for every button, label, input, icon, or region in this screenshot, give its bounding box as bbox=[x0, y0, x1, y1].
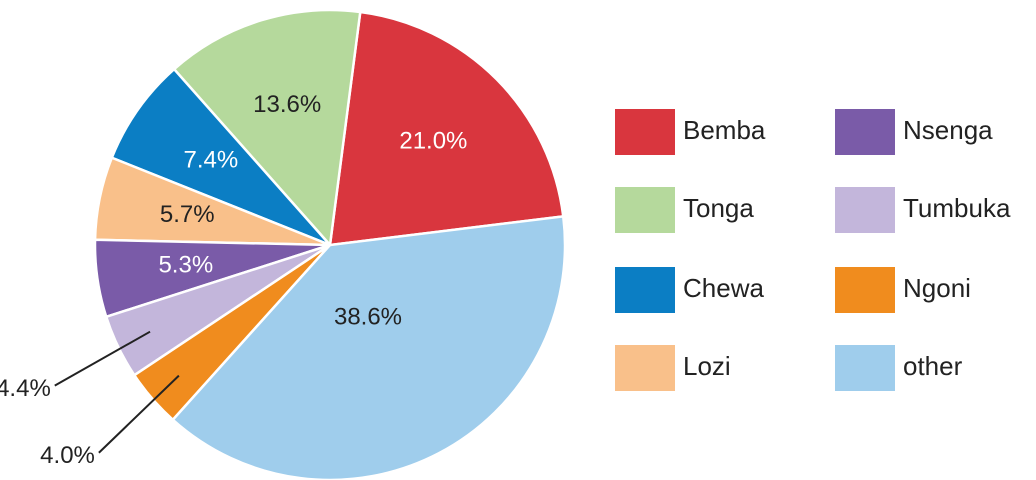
legend-swatch bbox=[615, 267, 675, 313]
pie-slice bbox=[171, 214, 567, 480]
pie-label: 21.0% bbox=[399, 128, 467, 155]
pie-slice bbox=[110, 67, 331, 247]
legend-swatch bbox=[835, 187, 895, 233]
legend-label: Tumbuka bbox=[903, 193, 1011, 223]
legend-label: Nsenga bbox=[903, 115, 993, 145]
legend-label: Bemba bbox=[683, 115, 766, 145]
legend-swatch bbox=[835, 267, 895, 313]
legend-swatch bbox=[835, 109, 895, 155]
pie-label: 7.4% bbox=[183, 147, 238, 174]
pie-label: 4.4% bbox=[0, 375, 51, 402]
leader-line bbox=[54, 330, 151, 387]
pie-label: 5.3% bbox=[158, 251, 213, 278]
legend-label: Tonga bbox=[683, 193, 754, 223]
legend-label: Lozi bbox=[683, 351, 731, 381]
pie-label: 5.7% bbox=[160, 201, 215, 228]
pie-slice bbox=[328, 10, 565, 247]
legend-label: other bbox=[903, 351, 963, 381]
legend-swatch bbox=[615, 187, 675, 233]
legend-swatch bbox=[615, 345, 675, 391]
pie-slice bbox=[172, 8, 362, 248]
pie-label: 38.6% bbox=[334, 303, 402, 330]
legend-label: Chewa bbox=[683, 273, 764, 303]
legend-swatch bbox=[835, 345, 895, 391]
pie-label: 4.0% bbox=[40, 442, 95, 469]
leader-line bbox=[98, 374, 180, 454]
legend-label: Ngoni bbox=[903, 273, 971, 303]
pie-label: 13.6% bbox=[253, 91, 321, 118]
legend-swatch bbox=[615, 109, 675, 155]
